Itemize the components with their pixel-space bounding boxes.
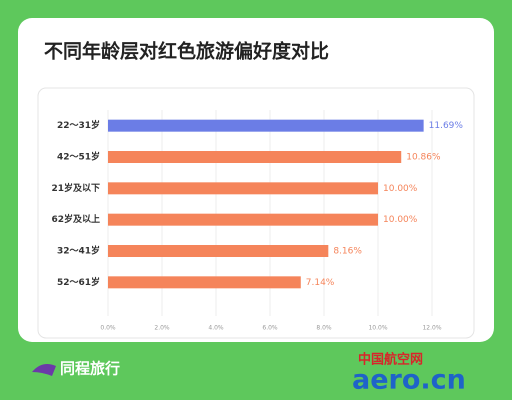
x-tick-label: 6.0% [262, 325, 278, 332]
bar [108, 245, 329, 257]
x-tick-label: 2.0% [154, 325, 170, 332]
y-tick-label: 42～51岁 [57, 151, 100, 163]
watermark-cn: 中国航空网 [358, 352, 423, 368]
y-tick-label: 21岁及以下 [51, 182, 100, 194]
value-label: 8.16% [333, 247, 362, 257]
x-tick-label: 4.0% [208, 325, 224, 332]
y-tick-label: 62岁及以上 [51, 213, 100, 225]
x-tick-label: 0.0% [100, 325, 116, 332]
y-tick-label: 52～61岁 [57, 276, 100, 288]
x-tick-label: 8.0% [316, 325, 332, 332]
plot-card [37, 87, 475, 339]
x-tick-label: 10.0% [368, 325, 387, 332]
value-label: 11.69% [429, 121, 464, 131]
bar [108, 151, 402, 163]
y-tick-label: 22～31岁 [57, 119, 100, 131]
bar [108, 213, 378, 226]
y-tick-label: 32～41岁 [57, 245, 100, 257]
value-label: 7.14% [306, 278, 335, 288]
value-label: 10.86% [406, 153, 441, 163]
bar [108, 182, 378, 195]
x-tick-label: 12.0% [422, 325, 441, 332]
chart-title: 不同年龄层对红色旅游偏好度对比 [44, 40, 329, 63]
bar [108, 119, 424, 132]
value-label: 10.00% [383, 215, 418, 225]
bar [108, 276, 301, 289]
brand-logo [32, 364, 56, 376]
value-label: 10.00% [383, 184, 418, 194]
watermark-en: aero.cn [352, 365, 466, 396]
brand: 同程旅行 [60, 360, 120, 378]
